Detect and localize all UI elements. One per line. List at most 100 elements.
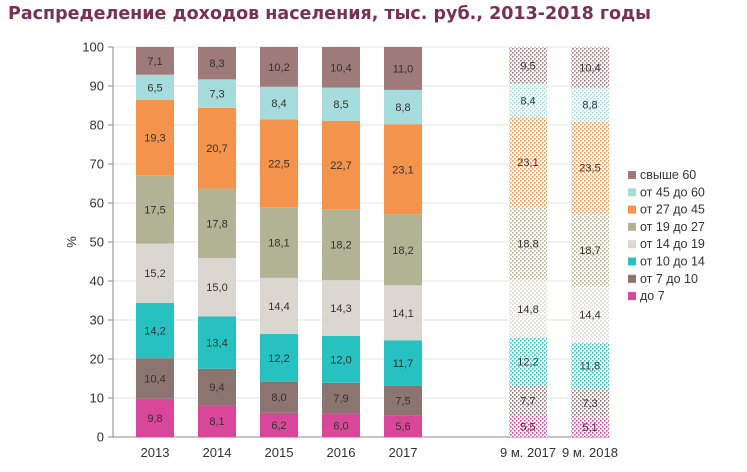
bar-segment-9-м-2018-от-45-до-60 <box>571 87 609 122</box>
legend-swatch-от-45-до-60 <box>628 188 636 197</box>
bar-segment-2017-до-7 <box>384 415 422 437</box>
y-tick-label: 10 <box>90 391 104 406</box>
data-label: 5,1 <box>582 422 597 434</box>
y-tick-label: 20 <box>90 352 104 367</box>
bar-segment-9-м-2018-от-7-до-10 <box>571 388 609 418</box>
bar-segment-2017-от-7-до-10 <box>384 385 422 416</box>
data-label: 12,2 <box>268 353 289 365</box>
legend-swatch-свыше-60 <box>628 171 636 179</box>
bar-segment-9-м-2018-от-10-до-14 <box>571 342 609 389</box>
bar-segment-2014-от-10-до-14 <box>198 316 236 369</box>
y-tick-label: 80 <box>90 118 104 133</box>
data-label: 11,7 <box>393 358 414 370</box>
x-tick-label: 2015 <box>265 445 294 460</box>
bar-segment-9-м-2017-от-7-до-10 <box>509 385 547 416</box>
y-tick-label: 90 <box>90 79 104 94</box>
data-label: 10,2 <box>268 62 289 74</box>
bar-segment-9-м-2017-от-45-до-60 <box>509 84 547 117</box>
bar-segment-2017-от-19-до-27 <box>384 214 422 286</box>
bar-segment-9-м-2017-от-14-до-19 <box>509 280 547 338</box>
x-tick-label: 2014 <box>203 445 232 460</box>
data-label: 14,4 <box>268 301 289 313</box>
data-label: 8,8 <box>395 102 410 114</box>
bar-segment-2016-от-45-до-60 <box>322 87 360 121</box>
y-tick-label: 40 <box>90 274 104 289</box>
data-label: 6,5 <box>147 82 162 94</box>
data-label: 5,6 <box>395 421 410 433</box>
data-label: 9,4 <box>209 382 224 394</box>
data-label: 14,8 <box>517 304 538 316</box>
bar-segment-9-м-2017-до-7 <box>509 415 547 437</box>
x-tick-label: 9 м. 2018 <box>562 445 618 460</box>
bar-segment-9-м-2018-от-19-до-27 <box>571 213 609 287</box>
legend-label: от 19 до 27 <box>640 220 705 234</box>
data-label: 8,0 <box>271 392 286 404</box>
bar-segment-2014-свыше-60 <box>198 47 236 80</box>
bar-segment-2016-от-19-до-27 <box>322 209 360 281</box>
y-tick-label: 30 <box>90 313 104 328</box>
bar-segment-2016-от-27-до-45 <box>322 120 360 210</box>
data-label: 14,3 <box>330 303 351 315</box>
bar-segment-2014-от-45-до-60 <box>198 79 236 108</box>
bar-segment-2013-от-27-до-45 <box>136 100 174 176</box>
data-label: 6,0 <box>333 420 348 432</box>
data-label: 10,4 <box>330 62 351 74</box>
bar-segment-9-м-2018-до-7 <box>571 417 609 437</box>
data-label: 12,2 <box>517 357 538 369</box>
data-label: 18,2 <box>392 245 413 257</box>
y-tick-label: 0 <box>97 430 104 445</box>
bar-segment-9-м-2017-свыше-60 <box>509 47 547 85</box>
legend-swatch-от-27-до-45 <box>628 205 636 214</box>
bar-segment-2015-от-27-до-45 <box>260 119 298 208</box>
bar-segment-2015-от-19-до-27 <box>260 207 298 278</box>
bar-segment-2017-от-10-до-14 <box>384 340 422 386</box>
y-tick-label: 50 <box>90 235 104 250</box>
bar-segment-2016-от-14-до-19 <box>322 280 360 336</box>
data-label: 10,4 <box>144 374 165 386</box>
data-label: 23,1 <box>392 164 413 176</box>
data-label: 15,2 <box>144 268 165 280</box>
bar-segment-2013-свыше-60 <box>136 47 174 75</box>
bar-segment-2015-свыше-60 <box>260 47 298 87</box>
bar-segment-2015-от-14-до-19 <box>260 277 298 335</box>
data-label: 11,0 <box>393 63 414 75</box>
data-labels: 9,8 10,4 14,2 15,2 17,5 19,3 6,5 7,1 8,1 9,4 13,4 1… <box>144 56 600 434</box>
bar-segment-2014-от-19-до-27 <box>198 188 236 258</box>
y-tick-label: 60 <box>90 196 104 211</box>
legend-label: от 14 до 19 <box>640 237 705 251</box>
data-label: 8,8 <box>582 100 597 112</box>
data-label: 7,9 <box>333 393 348 405</box>
bar-segment-2015-от-7-до-10 <box>260 381 298 413</box>
data-label: 7,5 <box>395 396 410 408</box>
data-label: 14,1 <box>392 308 413 320</box>
bar-segment-2016-от-10-до-14 <box>322 335 360 383</box>
chart-title: Распределение доходов населения, тыс. ру… <box>8 4 651 24</box>
x-tick-label: 2016 <box>327 445 356 460</box>
y-tick-label: 100 <box>82 40 104 55</box>
data-label: 7,7 <box>520 396 535 408</box>
bar-segment-2016-свыше-60 <box>322 47 360 88</box>
legend: свыше 60 от 45 до 60 от 27 до 45 от 19 до 2… <box>628 168 705 303</box>
data-label: 5,5 <box>520 421 535 433</box>
legend-label: от 7 до 10 <box>640 272 698 286</box>
bar-segment-2013-от-19-до-27 <box>136 175 174 244</box>
bar-segment-2015-от-45-до-60 <box>260 86 298 120</box>
data-label: 8,5 <box>333 99 348 111</box>
legend-label: свыше 60 <box>640 168 696 182</box>
bar-segment-2015-до-7 <box>260 412 298 437</box>
data-label: 10,4 <box>579 62 600 74</box>
bar-segment-2016-до-7 <box>322 413 360 437</box>
data-label: 18,8 <box>517 239 538 251</box>
axes: 0 10 20 30 40 50 60 70 80 90 100% 2013 2014 2015 2016 2… <box>64 40 618 461</box>
data-label: 17,8 <box>206 218 227 230</box>
data-label: 9,5 <box>520 61 535 73</box>
legend-swatch-от-14-до-19 <box>628 240 636 249</box>
bar-segment-9-м-2017-от-19-до-27 <box>509 206 547 281</box>
legend-swatch-от-7-до-10 <box>628 274 636 283</box>
data-label: 8,4 <box>520 95 535 107</box>
legend-label: от 10 до 14 <box>640 255 705 269</box>
bar-segment-2015-от-10-до-14 <box>260 334 298 382</box>
data-label: 17,5 <box>144 204 165 216</box>
data-label: 18,1 <box>268 238 289 250</box>
